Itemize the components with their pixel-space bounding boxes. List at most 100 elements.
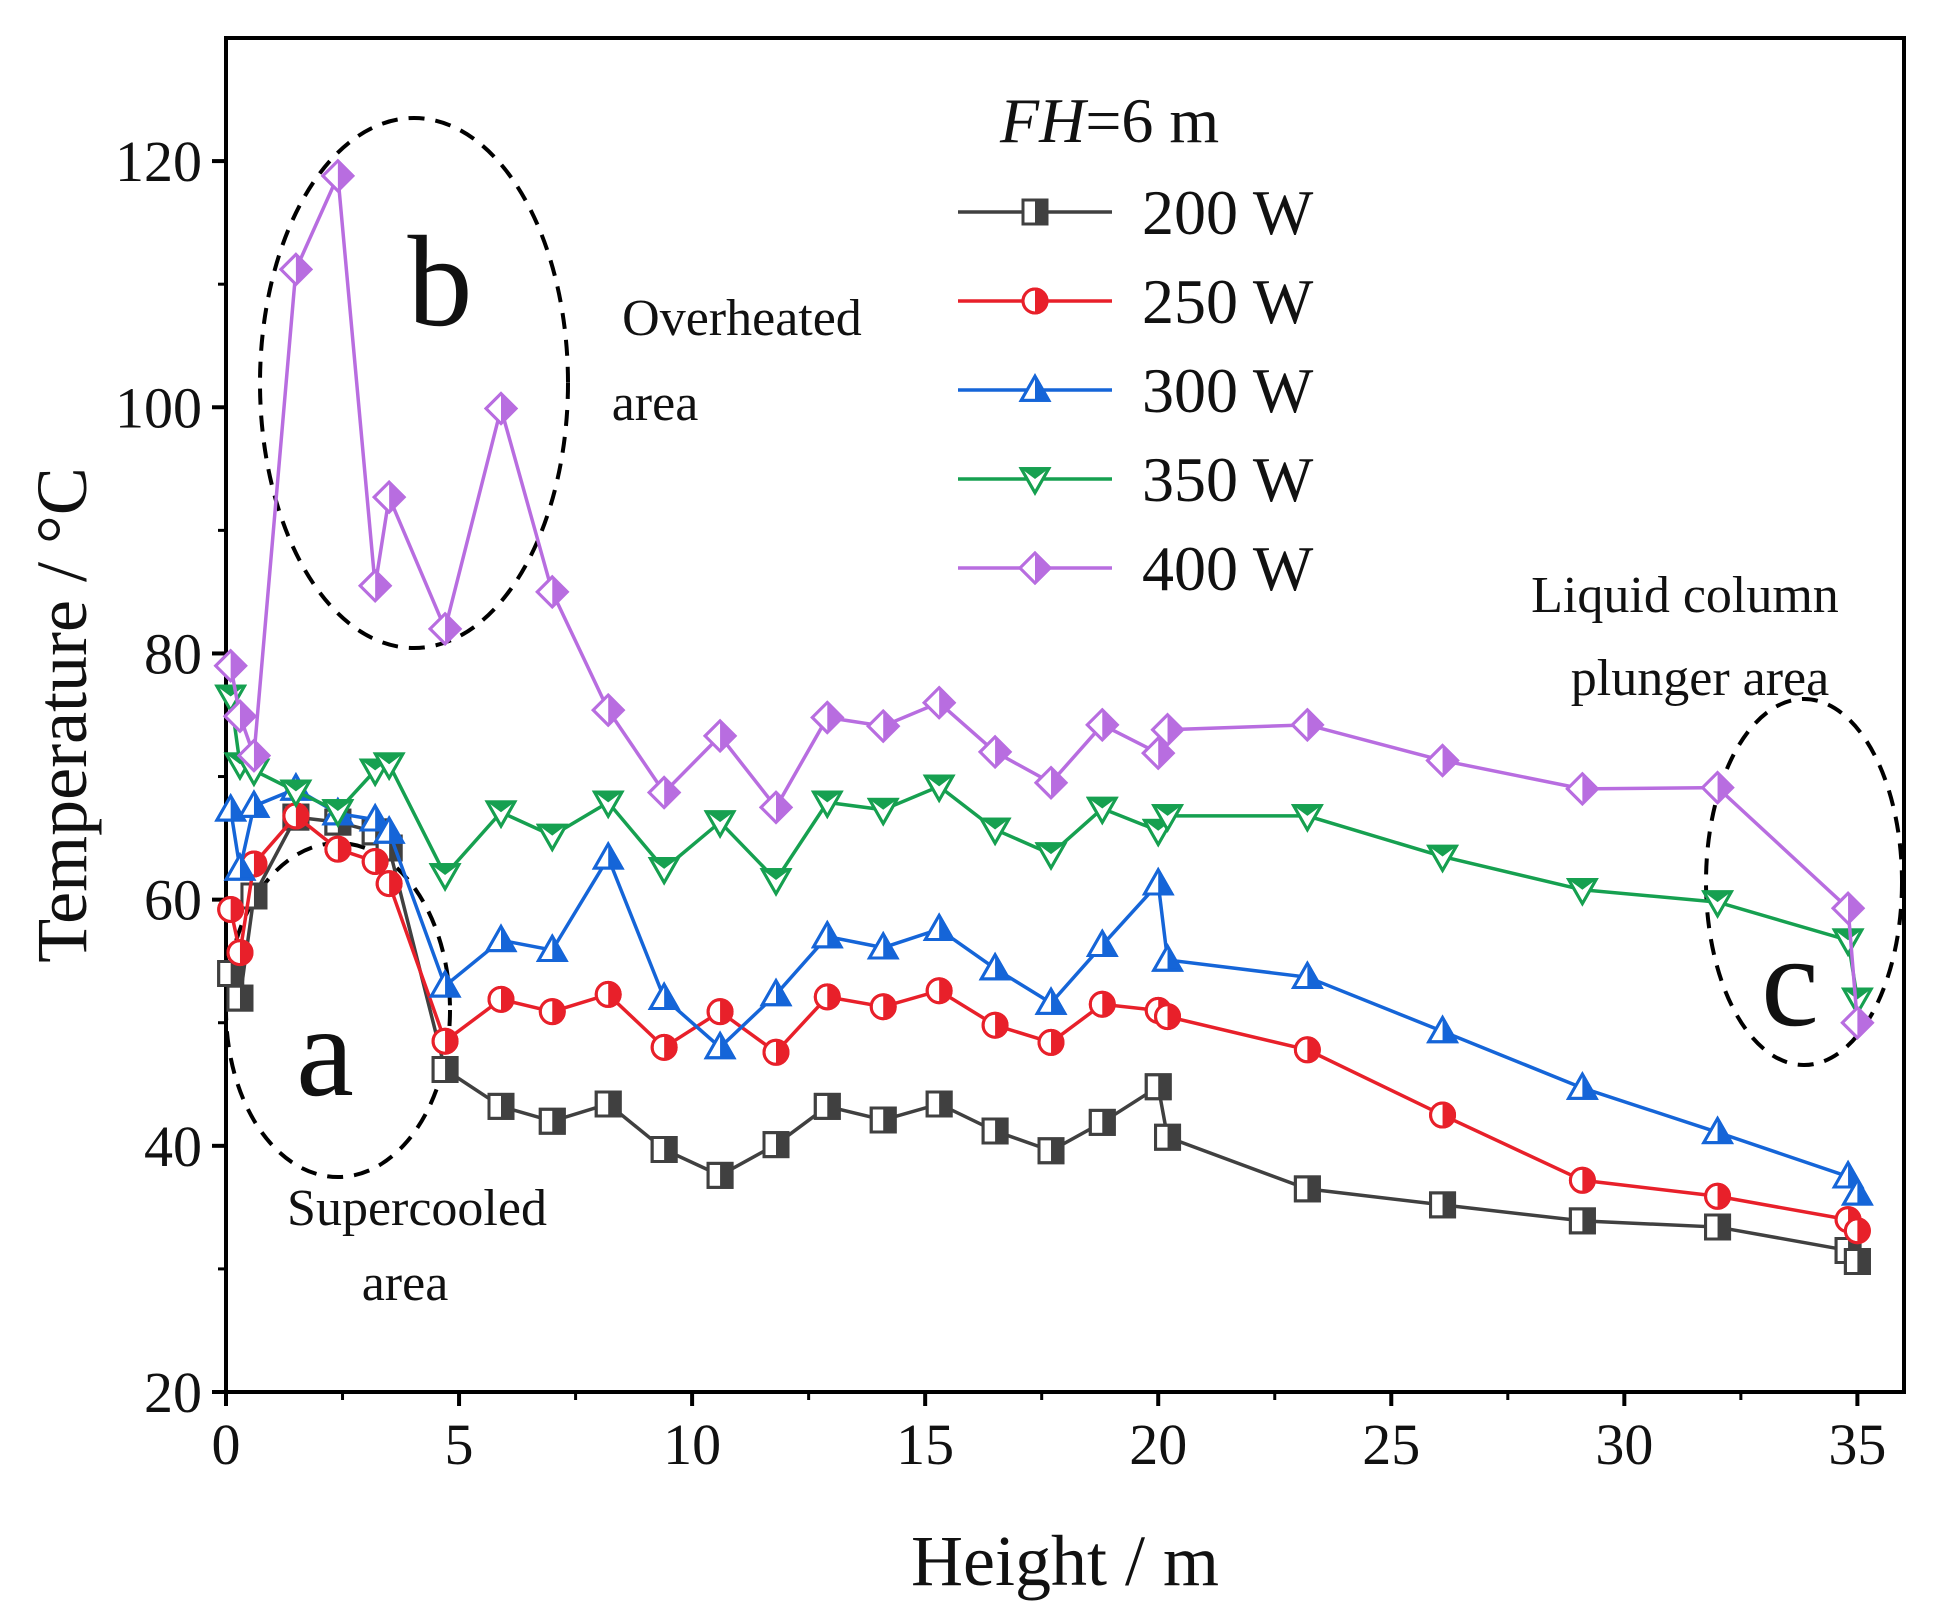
data-point <box>1425 743 1460 778</box>
data-point <box>1151 804 1184 833</box>
x-tick-label: 10 <box>663 1412 721 1477</box>
data-point <box>358 802 392 832</box>
data-point <box>535 823 569 853</box>
data-point <box>538 998 566 1026</box>
data-point <box>428 863 462 892</box>
y-tick-label: 40 <box>144 1114 202 1179</box>
data-point <box>922 912 956 942</box>
data-point <box>361 847 389 875</box>
data-point <box>1568 1166 1596 1194</box>
data-point <box>813 983 841 1011</box>
data-point <box>594 980 622 1008</box>
data-point <box>1033 765 1069 800</box>
data-point <box>978 817 1012 847</box>
y-tick-label: 120 <box>115 129 202 194</box>
data-point <box>810 700 845 735</box>
x-tick-label: 20 <box>1129 1412 1187 1477</box>
data-point <box>1290 804 1324 833</box>
data-point <box>324 835 352 863</box>
data-point <box>1150 712 1185 747</box>
overheated-region-ellipse <box>258 116 570 650</box>
data-point <box>591 840 625 870</box>
data-point <box>372 752 406 782</box>
data-point <box>1085 928 1119 958</box>
data-point <box>759 977 793 1007</box>
data-point <box>1701 1115 1734 1145</box>
legend-title-italic: FH <box>999 85 1089 156</box>
data-point <box>1841 1176 1874 1206</box>
data-point <box>321 799 355 828</box>
data-point <box>427 611 463 646</box>
data-point <box>977 734 1013 770</box>
data-point <box>869 1106 897 1134</box>
liquid-column-label-line1: Liquid column <box>1531 567 1839 624</box>
x-tick-label: 35 <box>1828 1412 1886 1477</box>
data-point <box>1037 1028 1065 1056</box>
data-point <box>217 895 245 923</box>
data-point <box>484 800 518 830</box>
data-point <box>1701 890 1734 919</box>
overheated-label-line1: Overheated <box>622 290 862 347</box>
legend-entry: 400 W <box>958 533 1314 604</box>
data-point <box>240 850 268 878</box>
data-point <box>1034 986 1068 1015</box>
data-point <box>647 775 682 810</box>
x-tick-label: 25 <box>1362 1412 1420 1477</box>
data-point <box>1704 1213 1732 1241</box>
data-point <box>1704 1182 1732 1210</box>
data-point <box>591 790 625 820</box>
data-point <box>650 1136 678 1164</box>
data-point <box>762 1038 790 1066</box>
data-point <box>650 1033 678 1061</box>
data-point <box>1293 1175 1321 1203</box>
data-point <box>1565 771 1600 806</box>
data-point <box>810 790 844 820</box>
data-point <box>1840 1005 1875 1040</box>
legend-entry: 250 W <box>958 266 1314 337</box>
legend-title: FH=6 m <box>999 85 1219 156</box>
data-point <box>372 815 406 844</box>
y-tick-label: 60 <box>144 868 202 933</box>
data-point <box>1568 1207 1596 1235</box>
legend-marker <box>1017 550 1053 586</box>
data-point <box>1293 1036 1321 1064</box>
data-point <box>278 252 314 287</box>
data-point <box>223 852 257 881</box>
y-axis: 20 40 60 80 100 120 <box>115 129 226 1425</box>
data-point <box>1426 844 1459 874</box>
data-point <box>1700 770 1735 805</box>
data-point <box>487 1092 515 1120</box>
series-layer <box>213 158 1875 1276</box>
series-350w <box>214 684 1874 1017</box>
data-point <box>1154 1123 1182 1151</box>
y-tick-label: 100 <box>115 375 202 440</box>
data-point <box>981 1011 1009 1039</box>
data-point <box>759 868 793 897</box>
data-point <box>706 1161 734 1189</box>
legend-entry: 300 W <box>958 355 1314 426</box>
series-300w <box>214 772 1874 1206</box>
data-point <box>866 797 900 827</box>
x-tick-label: 0 <box>212 1412 241 1477</box>
data-point <box>240 882 268 910</box>
legend-marker <box>1021 198 1049 226</box>
data-point <box>1085 707 1120 742</box>
data-point <box>591 692 626 728</box>
data-point <box>1843 1217 1871 1245</box>
legend-marker <box>1018 467 1052 496</box>
region-label-b: b <box>408 210 473 354</box>
legend-label: 350 W <box>1142 444 1314 515</box>
series-line <box>229 815 1859 1263</box>
legend-label: 400 W <box>1142 533 1314 604</box>
data-point <box>978 951 1012 981</box>
data-point <box>535 574 570 610</box>
data-point <box>1037 1137 1065 1165</box>
data-point <box>428 968 462 998</box>
data-point <box>282 802 310 830</box>
data-point <box>1290 960 1324 990</box>
legend-marker <box>1021 287 1049 315</box>
data-point <box>981 1117 1009 1145</box>
data-point <box>1565 877 1599 907</box>
legend-marker <box>1018 373 1052 402</box>
